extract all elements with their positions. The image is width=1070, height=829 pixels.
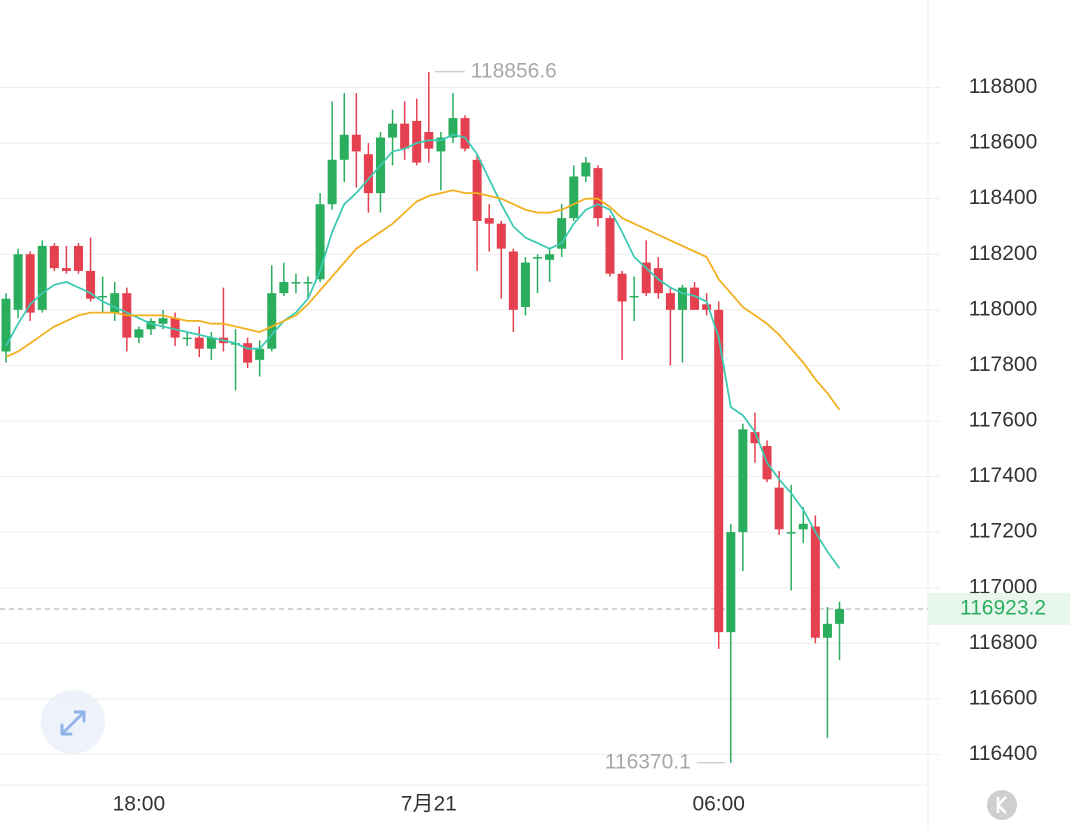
y-tick-label: 118000 <box>969 297 1038 320</box>
candle-body <box>327 159 337 205</box>
candle-body <box>110 293 120 313</box>
candle-body <box>400 123 410 149</box>
candle-body <box>581 162 591 177</box>
candle-body <box>508 251 518 310</box>
y-tick-label: 117800 <box>969 353 1038 376</box>
candle-body <box>798 523 808 530</box>
candle-body <box>98 295 108 298</box>
candle-body <box>520 262 530 308</box>
candle-body <box>206 337 216 349</box>
kline-icon[interactable] <box>996 796 1007 814</box>
expand-icon[interactable] <box>60 710 86 736</box>
candle-body <box>714 309 724 633</box>
candle-body <box>738 429 748 533</box>
candle-body <box>593 168 603 219</box>
candle-body <box>134 329 144 338</box>
candle-body <box>822 623 832 638</box>
candle-body <box>279 282 289 294</box>
candle-body <box>460 118 470 149</box>
ma-line <box>5 133 841 569</box>
candle-body <box>49 245 59 269</box>
candle-body <box>182 337 192 340</box>
y-tick-label: 118400 <box>969 186 1038 209</box>
candle-body <box>702 304 712 310</box>
candle-body <box>388 123 398 138</box>
candle-body <box>750 432 760 444</box>
candle-body <box>25 254 35 313</box>
candle-body <box>13 254 23 310</box>
candle-body <box>496 223 506 249</box>
last-price-tag <box>928 593 1070 626</box>
y-tick-label: 117000 <box>969 575 1038 598</box>
y-tick-label: 118600 <box>969 131 1038 154</box>
y-tick-label: 117200 <box>969 520 1038 543</box>
candle-body <box>315 204 325 280</box>
x-tick-label: 06:00 <box>692 793 745 816</box>
candle-body <box>61 268 71 271</box>
candle-body <box>267 293 277 349</box>
y-tick-label: 118800 <box>969 75 1038 98</box>
candle-body <box>158 318 168 324</box>
candle-body <box>677 287 687 310</box>
y-tick-label: 116600 <box>969 686 1038 709</box>
candle-body <box>557 218 567 249</box>
y-tick-label: 118200 <box>969 242 1038 265</box>
y-tick-label: 117600 <box>969 409 1038 432</box>
candle-body <box>291 282 301 284</box>
candle-body <box>786 532 796 534</box>
candle-body <box>617 273 627 302</box>
candle-body <box>243 343 253 363</box>
candle-body <box>690 287 700 310</box>
candle-body <box>665 293 675 310</box>
candle-body <box>170 318 180 338</box>
expand-button[interactable] <box>41 690 105 754</box>
candle-body <box>641 262 651 294</box>
candle-body <box>472 159 482 221</box>
ma-line <box>5 189 841 411</box>
y-tick-label: 116800 <box>969 631 1038 654</box>
candle-body <box>605 218 615 274</box>
candle-body <box>37 245 47 310</box>
low-label: 116370.1 <box>605 750 691 773</box>
candle-body <box>533 257 543 259</box>
candle-body <box>86 270 96 299</box>
candle-body <box>835 609 845 624</box>
candle-body <box>351 134 361 152</box>
x-tick-label: 18:00 <box>113 793 166 816</box>
candle-body <box>1 298 11 352</box>
candle-body <box>363 154 373 194</box>
x-tick-label: 7月21 <box>401 793 457 816</box>
y-tick-label: 117400 <box>969 464 1038 487</box>
candle-body <box>726 532 736 633</box>
candle-body <box>303 282 313 284</box>
candle-body <box>810 526 820 638</box>
y-tick-label: 116400 <box>969 742 1038 765</box>
candle-body <box>629 295 639 298</box>
candle-body <box>569 176 579 219</box>
candle-body <box>255 348 265 360</box>
candle-body <box>448 118 458 138</box>
high-label: 118856.6 <box>471 59 557 82</box>
candle-body <box>146 320 156 330</box>
candle-body <box>339 134 349 160</box>
candle-body <box>653 268 663 294</box>
candle-body <box>194 337 204 349</box>
candle-body <box>484 218 494 224</box>
candle-body <box>545 254 555 260</box>
last-price-label: 116923.2 <box>960 597 1046 620</box>
candle-body <box>412 120 422 163</box>
candle-body <box>436 137 446 152</box>
candle-body <box>774 487 784 530</box>
candle-body <box>73 245 83 271</box>
kline-button[interactable] <box>987 790 1017 820</box>
kline-circle[interactable] <box>987 790 1017 820</box>
